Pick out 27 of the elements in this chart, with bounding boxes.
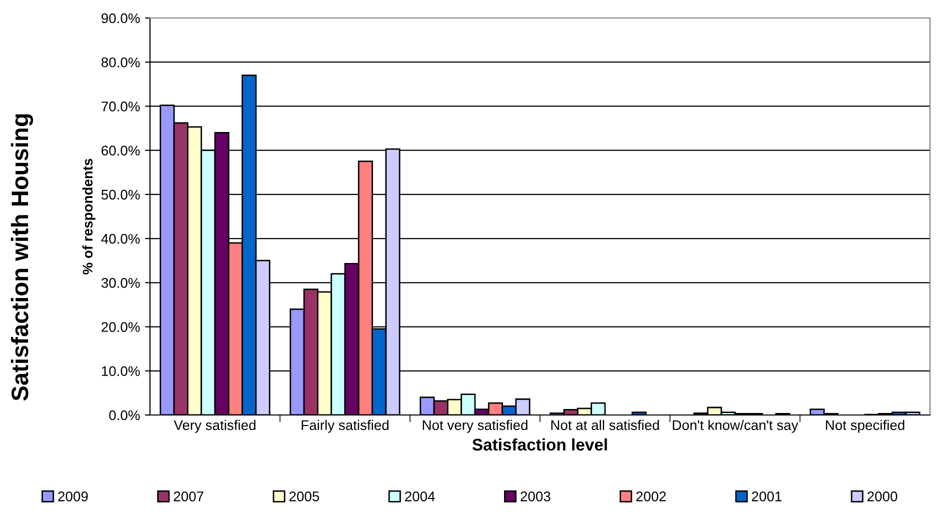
x-tick-label: Not at all satisfied: [551, 420, 659, 430]
y-tick-label: 20.0%: [102, 322, 140, 332]
x-tick-label: Not specified: [826, 420, 904, 433]
y-tick-label: 0.0%: [109, 410, 140, 420]
legend-label: 2005: [289, 491, 320, 502]
legend-label: 2007: [174, 491, 204, 502]
legend-label: 2002: [636, 491, 666, 502]
legend-label: 2004: [405, 491, 435, 502]
y-tick-label: 60.0%: [102, 146, 140, 156]
x-tick-label: Don't know/can't say: [672, 420, 798, 433]
legend-label: 2001: [752, 491, 782, 502]
x-tick-label: Very satisfied: [174, 420, 256, 433]
legend-label: 2003: [520, 491, 550, 502]
y-axis-title: % of respondents: [82, 158, 96, 274]
y-tick-label: 80.0%: [102, 57, 140, 68]
legend-label: 2000: [868, 491, 898, 502]
y-tick-label: 70.0%: [102, 102, 140, 112]
x-tick-label: Not very satisfied: [422, 420, 528, 433]
legend-label: 2009: [58, 491, 88, 502]
y-tick-label: 10.0%: [102, 366, 140, 376]
x-axis-title: Satisfaction level: [472, 438, 607, 451]
y-tick-label: 90.0%: [102, 13, 140, 24]
y-tick-label: 40.0%: [101, 234, 140, 244]
y-tick-label: 50.0%: [101, 190, 140, 200]
text: Satisfaction with Housing: [10, 114, 34, 401]
y-tick-label: 30.0%: [101, 278, 140, 288]
x-tick-label: Fairly satisfied: [302, 420, 388, 433]
